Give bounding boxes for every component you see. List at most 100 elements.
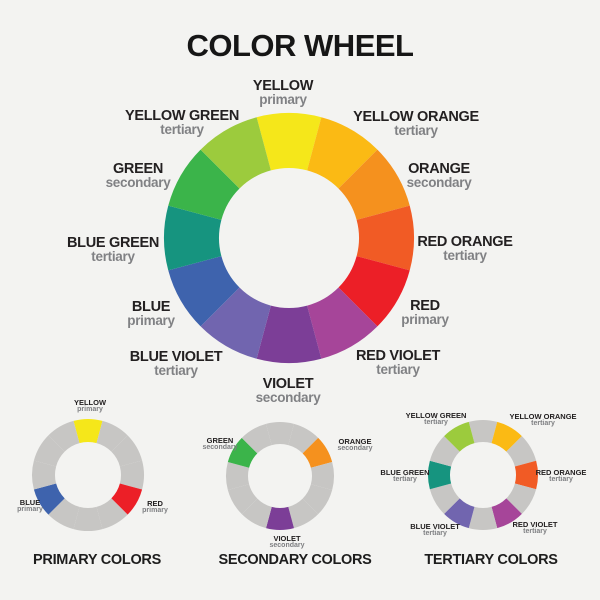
label-name: VIOLET bbox=[262, 376, 314, 392]
label-yellow-green: YELLOW GREEN tertiary bbox=[125, 109, 239, 137]
primary-wheel-segment-7-gray bbox=[48, 498, 80, 530]
primary-label-red: RED primary bbox=[142, 500, 168, 514]
primary-wheel-segment-8-color bbox=[33, 483, 65, 515]
label-name: VIOLET bbox=[273, 534, 301, 543]
label-type: tertiary bbox=[549, 476, 573, 483]
label-type: secondary bbox=[337, 445, 373, 452]
label-name: GREEN bbox=[112, 161, 164, 177]
label-name: GREEN bbox=[206, 436, 234, 445]
label-type: secondary bbox=[406, 175, 472, 190]
label-name: YELLOW bbox=[73, 398, 107, 407]
secondary-wheel-segment-3-gray bbox=[310, 462, 335, 490]
label-name: YELLOW bbox=[252, 78, 314, 94]
label-name: YELLOW GREEN bbox=[405, 411, 467, 420]
tertiary-colors-caption: TERTIARY COLORS bbox=[424, 552, 558, 568]
label-green: GREEN secondary bbox=[106, 162, 171, 190]
label-type: tertiary bbox=[154, 363, 198, 378]
label-type: tertiary bbox=[423, 530, 447, 537]
label-type: tertiary bbox=[393, 476, 417, 483]
label-type: secondary bbox=[269, 542, 305, 549]
label-name: BLUE VIOLET bbox=[410, 522, 460, 531]
tertiary-wheel-segment-8-gray bbox=[429, 483, 460, 514]
tertiary-label-yellow-green: YELLOW GREEN tertiary bbox=[406, 412, 467, 426]
tertiary-wheel-segment-10-gray bbox=[429, 436, 460, 467]
tertiary-label-red-violet: RED VIOLET tertiary bbox=[512, 521, 557, 535]
main-wheel-segment-5-red-violet bbox=[307, 287, 378, 359]
label-type: tertiary bbox=[531, 420, 555, 427]
label-type: tertiary bbox=[394, 123, 438, 138]
primary-wheel-segment-6-gray bbox=[73, 506, 103, 531]
secondary-wheel-segment-9-gray bbox=[225, 462, 250, 490]
label-violet: VIOLET secondary bbox=[256, 377, 321, 405]
primary-wheel-segment-0-color bbox=[73, 419, 103, 444]
label-red: RED primary bbox=[401, 298, 449, 327]
primary-wheel-segment-4-color bbox=[111, 483, 143, 515]
label-name: YELLOW ORANGE bbox=[509, 412, 577, 421]
primary-colors-caption: PRIMARY COLORS bbox=[33, 552, 161, 568]
label-type: secondary bbox=[202, 444, 238, 451]
main-wheel-segment-8-blue bbox=[168, 256, 240, 327]
label-name: BLUE GREEN bbox=[66, 235, 160, 251]
label-name: BLUE GREEN bbox=[380, 468, 430, 477]
tertiary-wheel-segment-4-gray bbox=[506, 483, 537, 514]
label-type: secondary bbox=[105, 175, 171, 190]
primary-wheel-segment-5-gray bbox=[96, 498, 128, 530]
tertiary-wheel-segment-6-gray bbox=[468, 506, 498, 531]
secondary-wheel-segment-8-gray bbox=[227, 484, 258, 515]
main-wheel-segment-11-yellow-green bbox=[200, 117, 271, 189]
label-name: BLUE bbox=[19, 498, 41, 507]
tertiary-wheel-segment-2-gray bbox=[506, 436, 537, 467]
tertiary-wheel-segment-7-color bbox=[444, 498, 475, 529]
label-name: BLUE VIOLET bbox=[129, 349, 223, 365]
tertiary-wheel-segment-9-color bbox=[427, 460, 452, 490]
label-orange: ORANGE secondary bbox=[407, 162, 472, 190]
label-name: ORANGE bbox=[408, 161, 470, 177]
tertiary-label-yellow-orange: YELLOW ORANGE tertiary bbox=[509, 413, 576, 427]
tertiary-wheel-segment-11-color bbox=[444, 421, 475, 452]
secondary-wheel-segment-1-gray bbox=[288, 423, 319, 454]
tertiary-wheel-segment-3-color bbox=[514, 460, 539, 490]
tertiary-wheel-segment-0-gray bbox=[468, 419, 498, 444]
main-wheel-segment-4-red bbox=[338, 256, 410, 327]
primary-wheel-segment-9-gray bbox=[32, 460, 57, 490]
label-name: RED VIOLET bbox=[355, 348, 441, 364]
tertiary-label-blue-violet: BLUE VIOLET tertiary bbox=[410, 523, 460, 537]
tertiary-wheel-segment-1-color bbox=[491, 421, 522, 452]
label-type: secondary bbox=[255, 390, 321, 405]
label-blue-violet: BLUE VIOLET tertiary bbox=[130, 350, 223, 378]
main-wheel-segment-6-violet bbox=[256, 305, 322, 363]
label-name: RED ORANGE bbox=[417, 234, 513, 250]
label-name: BLUE bbox=[131, 299, 171, 315]
secondary-wheel-segment-6-color bbox=[266, 506, 294, 531]
secondary-label-green: GREEN secondary bbox=[202, 437, 237, 451]
secondary-label-orange: ORANGE secondary bbox=[337, 438, 372, 452]
label-type: tertiary bbox=[424, 419, 448, 426]
label-name: YELLOW GREEN bbox=[124, 108, 240, 124]
secondary-wheel-segment-5-gray bbox=[288, 498, 319, 529]
label-yellow-orange: YELLOW ORANGE tertiary bbox=[353, 110, 479, 138]
primary-label-yellow: YELLOW primary bbox=[74, 399, 106, 413]
main-wheel-segment-3-red-orange bbox=[356, 205, 414, 271]
main-wheel-segment-7-blue-violet bbox=[200, 287, 271, 359]
primary-wheel-segment-10-gray bbox=[33, 435, 65, 467]
label-type: primary bbox=[259, 92, 307, 107]
label-name: RED bbox=[410, 298, 440, 314]
secondary-wheel-segment-4-gray bbox=[302, 484, 333, 515]
label-type: primary bbox=[127, 313, 175, 328]
secondary-wheel-segment-2-color bbox=[302, 437, 333, 468]
label-name: RED bbox=[147, 499, 163, 508]
main-wheel-segment-1-yellow-orange bbox=[307, 117, 378, 189]
secondary-wheel-segment-0-gray bbox=[266, 421, 294, 446]
label-type: tertiary bbox=[523, 528, 547, 535]
primary-wheel-segment-11-gray bbox=[48, 420, 80, 452]
main-wheel-segment-2-orange bbox=[338, 149, 410, 220]
label-type: primary bbox=[401, 312, 449, 327]
label-name: YELLOW ORANGE bbox=[353, 109, 479, 125]
primary-wheel-segment-1-gray bbox=[96, 420, 128, 452]
label-type: primary bbox=[17, 506, 43, 513]
label-name: RED VIOLET bbox=[512, 520, 558, 529]
label-blue-green: BLUE GREEN tertiary bbox=[67, 236, 159, 264]
main-wheel-segment-10-green bbox=[168, 149, 240, 220]
tertiary-wheel-segment-5-color bbox=[491, 498, 522, 529]
